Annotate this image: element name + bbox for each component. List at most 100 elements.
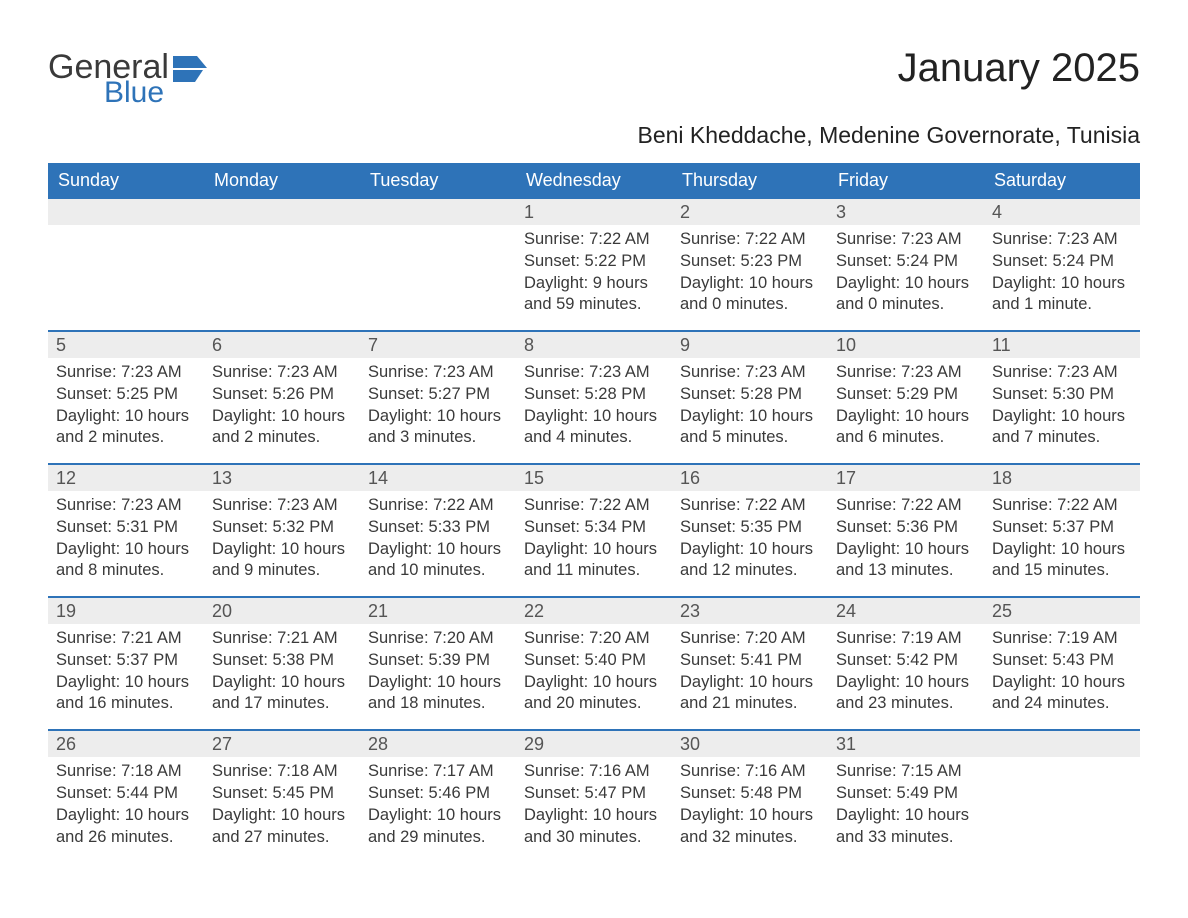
sunset-line: Sunset: 5:33 PM [368,517,508,539]
day-cell: 27Sunrise: 7:18 AMSunset: 5:45 PMDayligh… [204,731,360,862]
d1-line: Daylight: 10 hours [836,672,976,694]
day-number: 13 [204,465,360,491]
d1-line: Daylight: 10 hours [368,406,508,428]
sunset-line: Sunset: 5:22 PM [524,251,664,273]
sunrise-line: Sunrise: 7:23 AM [56,495,196,517]
d1-line: Daylight: 10 hours [368,805,508,827]
day-cell: 11Sunrise: 7:23 AMSunset: 5:30 PMDayligh… [984,332,1140,463]
sunrise-line: Sunrise: 7:22 AM [992,495,1132,517]
day-cell: 16Sunrise: 7:22 AMSunset: 5:35 PMDayligh… [672,465,828,596]
day-body: Sunrise: 7:23 AMSunset: 5:28 PMDaylight:… [516,358,672,463]
d2-line: and 6 minutes. [836,427,976,449]
sunrise-line: Sunrise: 7:16 AM [680,761,820,783]
sunrise-line: Sunrise: 7:23 AM [56,362,196,384]
week-row: 12Sunrise: 7:23 AMSunset: 5:31 PMDayligh… [48,463,1140,596]
page-title: January 2025 [898,46,1140,91]
sunrise-line: Sunrise: 7:15 AM [836,761,976,783]
day-body: Sunrise: 7:22 AMSunset: 5:35 PMDaylight:… [672,491,828,596]
day-header-row: SundayMondayTuesdayWednesdayThursdayFrid… [48,163,1140,199]
d1-line: Daylight: 10 hours [836,273,976,295]
day-number: 23 [672,598,828,624]
day-cell [204,199,360,330]
sunrise-line: Sunrise: 7:23 AM [524,362,664,384]
day-cell: 31Sunrise: 7:15 AMSunset: 5:49 PMDayligh… [828,731,984,862]
d1-line: Daylight: 10 hours [836,539,976,561]
sunset-line: Sunset: 5:27 PM [368,384,508,406]
sunset-line: Sunset: 5:45 PM [212,783,352,805]
day-number: 16 [672,465,828,491]
sunset-line: Sunset: 5:43 PM [992,650,1132,672]
day-header: Monday [204,163,360,199]
day-header: Saturday [984,163,1140,199]
d1-line: Daylight: 10 hours [524,672,664,694]
d1-line: Daylight: 10 hours [992,539,1132,561]
day-body [984,757,1140,775]
week-row: 26Sunrise: 7:18 AMSunset: 5:44 PMDayligh… [48,729,1140,862]
day-cell: 22Sunrise: 7:20 AMSunset: 5:40 PMDayligh… [516,598,672,729]
sunrise-line: Sunrise: 7:23 AM [212,495,352,517]
day-number [48,199,204,225]
day-cell: 25Sunrise: 7:19 AMSunset: 5:43 PMDayligh… [984,598,1140,729]
sunset-line: Sunset: 5:47 PM [524,783,664,805]
day-number: 26 [48,731,204,757]
day-cell: 6Sunrise: 7:23 AMSunset: 5:26 PMDaylight… [204,332,360,463]
day-number: 30 [672,731,828,757]
sunrise-line: Sunrise: 7:20 AM [368,628,508,650]
sunset-line: Sunset: 5:37 PM [56,650,196,672]
sunrise-line: Sunrise: 7:20 AM [524,628,664,650]
sunset-line: Sunset: 5:30 PM [992,384,1132,406]
sunrise-line: Sunrise: 7:19 AM [836,628,976,650]
sunrise-line: Sunrise: 7:16 AM [524,761,664,783]
day-number: 31 [828,731,984,757]
day-body: Sunrise: 7:20 AMSunset: 5:40 PMDaylight:… [516,624,672,729]
day-body: Sunrise: 7:15 AMSunset: 5:49 PMDaylight:… [828,757,984,862]
sunset-line: Sunset: 5:38 PM [212,650,352,672]
day-cell: 13Sunrise: 7:23 AMSunset: 5:32 PMDayligh… [204,465,360,596]
day-cell: 23Sunrise: 7:20 AMSunset: 5:41 PMDayligh… [672,598,828,729]
day-body: Sunrise: 7:22 AMSunset: 5:37 PMDaylight:… [984,491,1140,596]
sunset-line: Sunset: 5:39 PM [368,650,508,672]
d1-line: Daylight: 10 hours [212,672,352,694]
day-number: 6 [204,332,360,358]
sunrise-line: Sunrise: 7:22 AM [368,495,508,517]
d2-line: and 12 minutes. [680,560,820,582]
day-number [204,199,360,225]
brand-text: General Blue [48,50,169,108]
d2-line: and 26 minutes. [56,827,196,849]
day-body [204,225,360,243]
day-cell: 21Sunrise: 7:20 AMSunset: 5:39 PMDayligh… [360,598,516,729]
d2-line: and 17 minutes. [212,693,352,715]
day-cell: 30Sunrise: 7:16 AMSunset: 5:48 PMDayligh… [672,731,828,862]
day-body: Sunrise: 7:23 AMSunset: 5:28 PMDaylight:… [672,358,828,463]
sunrise-line: Sunrise: 7:23 AM [836,362,976,384]
d1-line: Daylight: 10 hours [992,672,1132,694]
d1-line: Daylight: 10 hours [56,406,196,428]
sunset-line: Sunset: 5:41 PM [680,650,820,672]
day-number: 3 [828,199,984,225]
day-cell: 14Sunrise: 7:22 AMSunset: 5:33 PMDayligh… [360,465,516,596]
day-cell: 2Sunrise: 7:22 AMSunset: 5:23 PMDaylight… [672,199,828,330]
d2-line: and 15 minutes. [992,560,1132,582]
sunset-line: Sunset: 5:28 PM [524,384,664,406]
sunset-line: Sunset: 5:29 PM [836,384,976,406]
day-body: Sunrise: 7:23 AMSunset: 5:26 PMDaylight:… [204,358,360,463]
d2-line: and 11 minutes. [524,560,664,582]
day-body: Sunrise: 7:16 AMSunset: 5:48 PMDaylight:… [672,757,828,862]
flag-icon [173,56,207,82]
day-cell: 12Sunrise: 7:23 AMSunset: 5:31 PMDayligh… [48,465,204,596]
d2-line: and 32 minutes. [680,827,820,849]
sunset-line: Sunset: 5:46 PM [368,783,508,805]
day-number: 11 [984,332,1140,358]
day-number: 19 [48,598,204,624]
sunset-line: Sunset: 5:26 PM [212,384,352,406]
day-cell: 9Sunrise: 7:23 AMSunset: 5:28 PMDaylight… [672,332,828,463]
day-body: Sunrise: 7:22 AMSunset: 5:36 PMDaylight:… [828,491,984,596]
d2-line: and 24 minutes. [992,693,1132,715]
d2-line: and 1 minute. [992,294,1132,316]
day-body: Sunrise: 7:22 AMSunset: 5:34 PMDaylight:… [516,491,672,596]
day-number: 10 [828,332,984,358]
day-header: Tuesday [360,163,516,199]
sunrise-line: Sunrise: 7:20 AM [680,628,820,650]
d2-line: and 30 minutes. [524,827,664,849]
d2-line: and 16 minutes. [56,693,196,715]
